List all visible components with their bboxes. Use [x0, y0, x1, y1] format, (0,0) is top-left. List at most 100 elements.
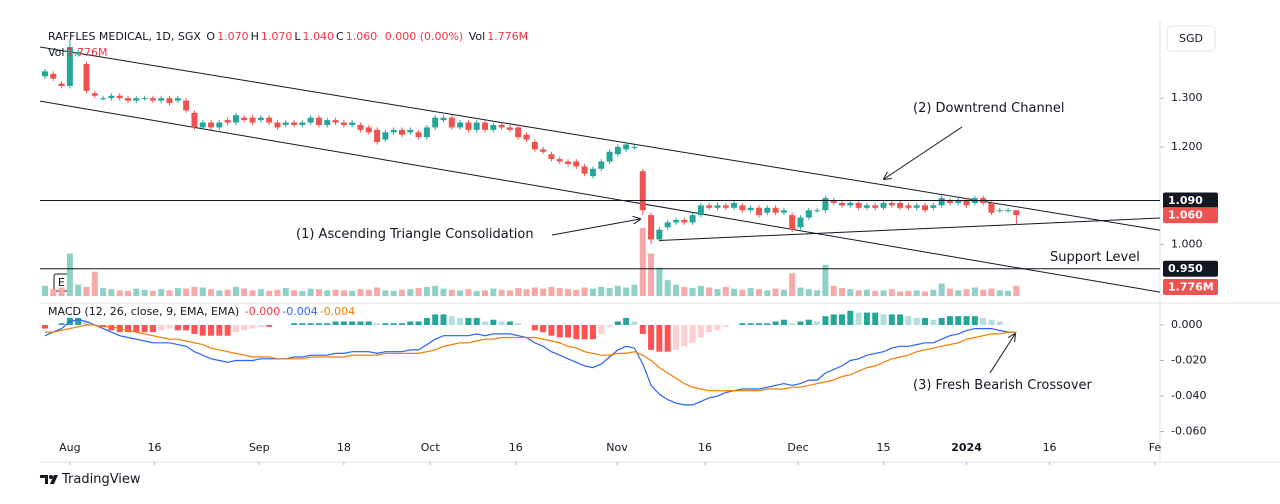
candle-body [257, 117, 264, 121]
volume-bar [465, 289, 472, 296]
candle-body [506, 127, 513, 130]
histogram-bar [639, 325, 646, 334]
histogram-bar [232, 325, 239, 333]
symbol-legend: RAFFLES MEDICAL, 1D, SGX O 1.070 H 1.070 L 1.… [48, 30, 530, 43]
annotation: (2) Downtrend Channel [913, 101, 1065, 116]
volume-bar [648, 253, 655, 296]
volume-bar [125, 290, 132, 296]
candle-body [174, 98, 181, 101]
volume-bar [365, 289, 372, 296]
histogram-bar [598, 325, 605, 334]
candle-body [407, 129, 414, 133]
histogram-bar [789, 323, 796, 326]
volume-bar [199, 287, 206, 296]
vol-key: Vol [468, 30, 486, 43]
candle-body [855, 202, 862, 208]
candle-body [689, 215, 696, 223]
candle-body [606, 151, 613, 162]
candle-body [656, 229, 663, 240]
histogram-bar [565, 325, 572, 338]
histogram-bar [241, 325, 248, 331]
volume-bar [531, 287, 538, 296]
currency-button[interactable] [1166, 25, 1216, 52]
y-tick-label: 0.000 [1171, 318, 1203, 331]
histogram-bar [581, 325, 588, 340]
candle-body [473, 122, 480, 130]
histogram-bar [548, 325, 555, 336]
arrow [551, 219, 640, 236]
volume-bar [498, 289, 505, 296]
volume-bar [108, 289, 115, 296]
histogram-bar [872, 312, 879, 326]
histogram-bar [407, 321, 414, 326]
volume-bar [922, 291, 929, 296]
volume-bar [581, 287, 588, 296]
candle-body [315, 117, 322, 125]
histogram-bar [722, 325, 729, 327]
volume-bar [1005, 290, 1012, 296]
volume-bar [523, 289, 530, 296]
volume-bar [631, 284, 638, 296]
volume-bar [232, 286, 239, 296]
histogram-bar [457, 317, 464, 326]
volume-bar [614, 285, 621, 296]
legend-key: O [206, 30, 216, 43]
candle-body [814, 210, 821, 212]
histogram-bar [465, 317, 472, 326]
volume-bar [706, 287, 713, 296]
candle-body [938, 198, 945, 206]
vol-value: 1.776M [66, 46, 108, 59]
volume-bar [158, 289, 165, 296]
volume-bar [955, 290, 962, 296]
histogram-bar [747, 323, 754, 326]
histogram-bar [291, 323, 298, 326]
x-tick-label: 16 [148, 441, 162, 454]
volume-bar [41, 285, 48, 296]
trend-line [40, 46, 1160, 231]
candle-body [75, 51, 82, 55]
candle-body [66, 47, 73, 86]
histogram-bar [930, 319, 937, 326]
volume-bar [141, 289, 148, 296]
price-badge-label: 0.950 [1168, 262, 1203, 275]
histogram-bar [955, 316, 962, 326]
candle-body [897, 202, 904, 208]
volume-bar [166, 290, 173, 296]
y-tick-label: -0.040 [1171, 389, 1206, 402]
candle-body [191, 112, 198, 128]
candle-body [573, 161, 580, 167]
price-badge-label: 1.060 [1168, 209, 1203, 222]
volume-bar [963, 289, 970, 296]
volume-bar [299, 290, 306, 296]
volume-bar [996, 290, 1003, 296]
histogram-bar [963, 316, 970, 326]
histogram-bar [648, 325, 655, 350]
candle-body [589, 168, 596, 177]
volume-bar [988, 288, 995, 296]
histogram-bar [382, 323, 389, 326]
histogram-bar [315, 323, 322, 326]
candle-body [241, 117, 248, 121]
candle-body [565, 161, 572, 164]
candle-body [681, 219, 688, 223]
candle-body [888, 202, 895, 206]
volume-bar [274, 289, 281, 296]
histogram-bar [664, 325, 671, 352]
volume-bar [689, 288, 696, 296]
histogram-bar [332, 321, 339, 326]
volume-bar [415, 288, 422, 296]
volume-bar [357, 289, 364, 296]
candle-body [631, 146, 638, 148]
trend-line [659, 217, 1160, 241]
candle-body [1005, 210, 1012, 212]
candle-body [448, 117, 455, 128]
x-tick-label: 15 [877, 441, 891, 454]
histogram-bar [780, 319, 787, 326]
candle-body [731, 202, 738, 208]
candle-body [398, 129, 405, 135]
candle-body [755, 207, 762, 216]
candle-body [465, 122, 472, 130]
volume-legend: Vol 1.776M [48, 46, 109, 59]
arrow [884, 126, 963, 179]
candle-body [365, 127, 372, 133]
